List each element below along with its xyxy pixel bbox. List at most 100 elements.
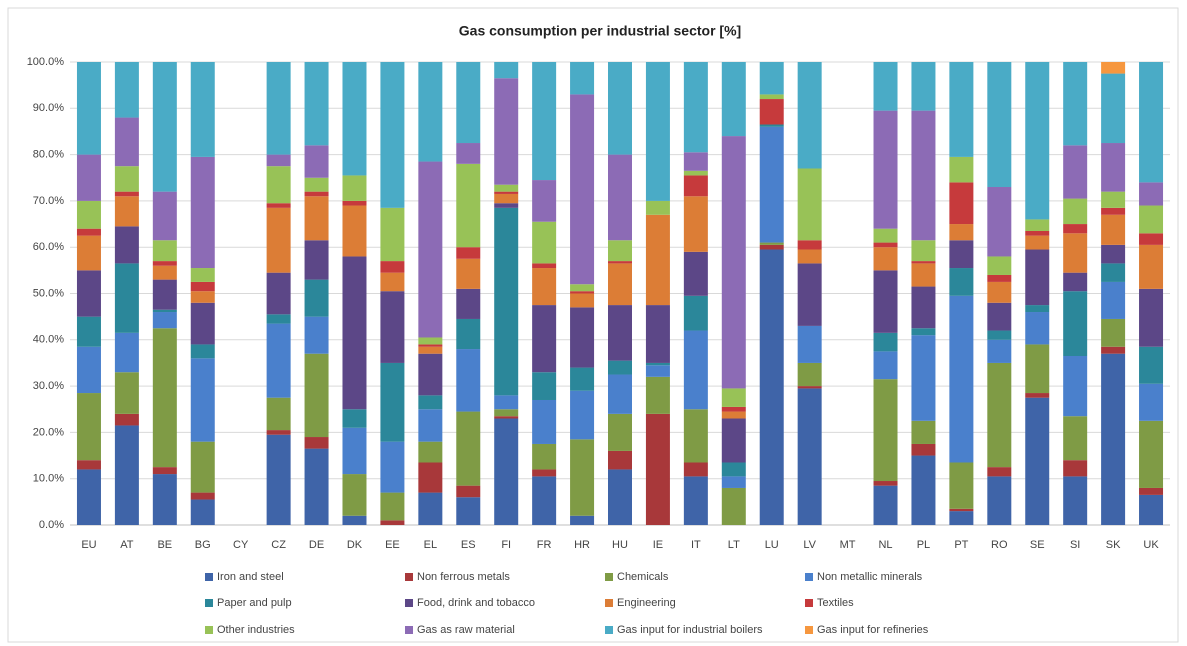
bar-segment — [1101, 73, 1126, 144]
bar-segment — [759, 249, 784, 525]
bar-segment — [911, 263, 936, 287]
bar-segment — [608, 62, 632, 155]
bar-segment — [873, 62, 898, 111]
bar-segment — [1101, 353, 1126, 525]
bar-segment — [76, 316, 101, 347]
bar-segment — [152, 240, 177, 262]
bar-segment — [380, 441, 405, 493]
legend-label: Food, drink and tobacco — [417, 597, 535, 609]
bar-segment — [190, 291, 215, 303]
bar-segment — [342, 175, 367, 201]
legend-swatch — [605, 573, 613, 581]
bar-segment — [570, 293, 595, 308]
bar-segment — [418, 346, 443, 354]
bar-segment — [987, 62, 1012, 188]
y-tick-label: 0.0% — [39, 519, 64, 531]
y-tick-label: 20.0% — [33, 426, 64, 438]
bar-segment — [683, 476, 708, 525]
bar-segment — [152, 261, 177, 266]
x-tick-label: HU — [612, 539, 628, 551]
bar-segment — [380, 261, 405, 273]
x-tick-label: LU — [765, 539, 779, 551]
legend-swatch — [805, 573, 813, 581]
bar-segment — [721, 462, 746, 477]
bar-segment — [721, 487, 746, 525]
bar-segment — [645, 365, 670, 377]
bar-segment — [949, 182, 974, 225]
bar-segment — [721, 62, 746, 137]
bar-segment — [873, 110, 898, 229]
bar-segment — [114, 166, 139, 192]
bar-segment — [190, 441, 215, 493]
bar-segment — [949, 295, 974, 463]
bar-segment — [380, 272, 405, 292]
bar-segment — [1139, 182, 1164, 206]
bar-segment — [418, 161, 443, 338]
bar-segment — [494, 395, 519, 410]
bar-segment — [532, 62, 557, 181]
bar-segment — [683, 170, 708, 176]
bar-segment — [683, 152, 708, 171]
legend-label: Gas as raw material — [417, 624, 515, 636]
bar-segment — [418, 344, 443, 347]
bar-segment — [190, 268, 215, 282]
x-tick-label: IT — [691, 539, 701, 551]
bar-segment — [456, 62, 481, 144]
x-tick-label: ES — [461, 539, 476, 551]
legend-swatch — [405, 573, 413, 581]
bar-segment — [532, 476, 557, 525]
bar-segment — [911, 62, 936, 111]
bar-segment — [1025, 305, 1050, 313]
bar-segment — [1139, 487, 1164, 495]
legend-label: Non metallic minerals — [817, 571, 923, 583]
x-tick-label: CZ — [271, 539, 286, 551]
y-tick-label: 70.0% — [33, 195, 64, 207]
bar-segment — [114, 226, 139, 264]
bar-segment — [911, 443, 936, 456]
bar-segment — [76, 469, 101, 525]
bar-segment — [418, 62, 443, 162]
bar-segment — [911, 240, 936, 262]
bar-segment — [759, 244, 784, 250]
bar-segment — [1101, 62, 1126, 74]
x-tick-label: PT — [954, 539, 968, 551]
bar-segment — [987, 274, 1012, 282]
bar-segment — [1063, 416, 1088, 461]
legend-label: Textiles — [817, 597, 854, 609]
bar-segment — [608, 374, 632, 414]
bar-segment — [266, 203, 291, 208]
bar-segment — [342, 200, 367, 206]
bar-segment — [570, 94, 595, 285]
bar-segment — [873, 270, 898, 333]
legend-label: Gas input for industrial boilers — [617, 624, 763, 636]
bar-segment — [494, 62, 519, 79]
bar-segment — [911, 335, 936, 421]
bar-segment — [949, 62, 974, 157]
bar-segment — [759, 124, 784, 127]
bar-segment — [645, 376, 670, 414]
bar-segment — [1139, 233, 1164, 245]
bar-segment — [304, 316, 329, 354]
bar-segment — [76, 154, 101, 201]
bar-segment — [1101, 207, 1126, 215]
legend-swatch — [205, 599, 213, 607]
bar-segment — [797, 388, 822, 525]
bar-segment — [76, 460, 101, 470]
bar-segment — [759, 126, 784, 243]
bar-segment — [683, 409, 708, 463]
bar-segment — [570, 284, 595, 292]
bar-segment — [76, 62, 101, 155]
x-tick-label: LT — [728, 539, 740, 551]
bar-segment — [380, 62, 405, 208]
bar-segment — [304, 448, 329, 525]
bar-segment — [645, 413, 670, 525]
bar-segment — [380, 207, 405, 262]
bar-segment — [1101, 318, 1126, 347]
bar-segment — [873, 242, 898, 248]
bar-segment — [456, 163, 481, 248]
legend-swatch — [205, 573, 213, 581]
x-tick-label: BG — [195, 539, 211, 551]
bar-segment — [152, 312, 177, 329]
bar-segment — [1025, 230, 1050, 236]
bar-segment — [873, 485, 898, 525]
